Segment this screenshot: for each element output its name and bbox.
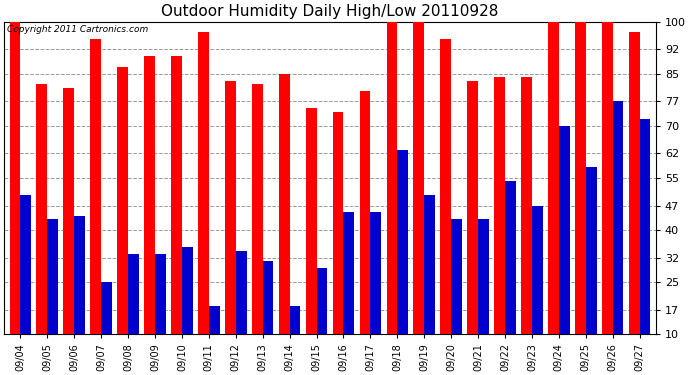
Bar [317, 268, 327, 334]
Bar [478, 219, 489, 334]
Bar [559, 126, 570, 334]
Bar [451, 219, 462, 334]
Bar [117, 67, 128, 334]
Bar [532, 206, 543, 334]
Bar [182, 247, 193, 334]
Bar [75, 216, 85, 334]
Text: Copyright 2011 Cartronics.com: Copyright 2011 Cartronics.com [8, 25, 148, 34]
Bar [413, 22, 424, 334]
Bar [37, 84, 47, 334]
Bar [397, 150, 408, 334]
Bar [10, 22, 20, 334]
Bar [359, 91, 371, 334]
Bar [505, 181, 516, 334]
Bar [386, 22, 397, 334]
Bar [467, 81, 478, 334]
Bar [279, 74, 290, 334]
Bar [424, 195, 435, 334]
Bar [575, 22, 586, 334]
Bar [344, 213, 354, 334]
Bar [640, 119, 651, 334]
Bar [20, 195, 31, 334]
Bar [252, 84, 263, 334]
Bar [128, 254, 139, 334]
Bar [306, 108, 317, 334]
Bar [209, 306, 219, 334]
Bar [155, 254, 166, 334]
Bar [290, 306, 300, 334]
Bar [225, 81, 236, 334]
Bar [371, 213, 381, 334]
Bar [144, 56, 155, 334]
Bar [613, 102, 624, 334]
Bar [171, 56, 182, 334]
Bar [440, 39, 451, 334]
Bar [494, 77, 505, 334]
Bar [101, 282, 112, 334]
Bar [90, 39, 101, 334]
Bar [47, 219, 58, 334]
Bar [198, 32, 209, 334]
Bar [586, 167, 597, 334]
Bar [548, 22, 559, 334]
Bar [333, 112, 344, 334]
Bar [263, 261, 273, 334]
Bar [629, 32, 640, 334]
Bar [63, 88, 75, 334]
Bar [236, 251, 246, 334]
Bar [602, 22, 613, 334]
Bar [521, 77, 532, 334]
Title: Outdoor Humidity Daily High/Low 20110928: Outdoor Humidity Daily High/Low 20110928 [161, 4, 499, 19]
